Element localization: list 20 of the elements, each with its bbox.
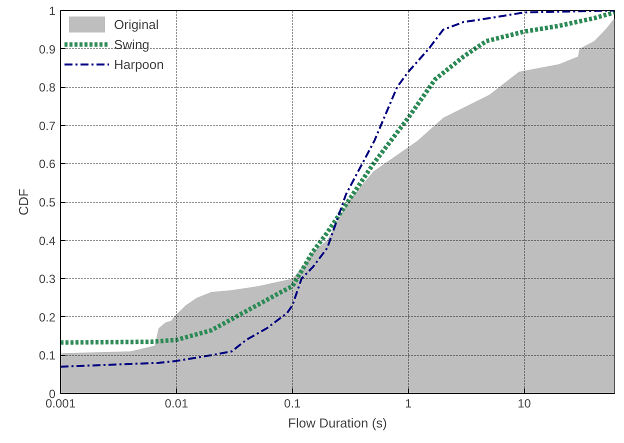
y-tick-label: 1 [48,4,56,18]
legend-label: Swing [114,36,150,52]
y-tick-label: 0.3 [38,272,56,286]
x-tick-label: 0.01 [164,396,188,410]
x-tick-label: 0.1 [284,396,302,410]
y-tick-label: 0.8 [38,80,56,95]
y-tick-label: 0.4 [38,234,56,248]
x-tick-label: 0.001 [45,396,76,410]
x-tick-label: 1 [404,396,412,410]
x-axis-title: Flow Duration (s) [288,416,387,430]
y-tick-label: 0.9 [38,42,56,56]
y-axis-title: CDF [16,188,31,216]
legend-label: Harpoon [114,56,164,72]
y-tick-label: 0.5 [38,196,56,210]
y-tick-label: 0.7 [38,118,56,133]
y-tick-label: 0.1 [38,348,56,363]
legend-label: Original [114,16,159,32]
x-tick-label: 10 [518,396,532,410]
y-tick-label: 0.2 [38,310,56,324]
y-tick-label: 0.6 [38,157,56,172]
